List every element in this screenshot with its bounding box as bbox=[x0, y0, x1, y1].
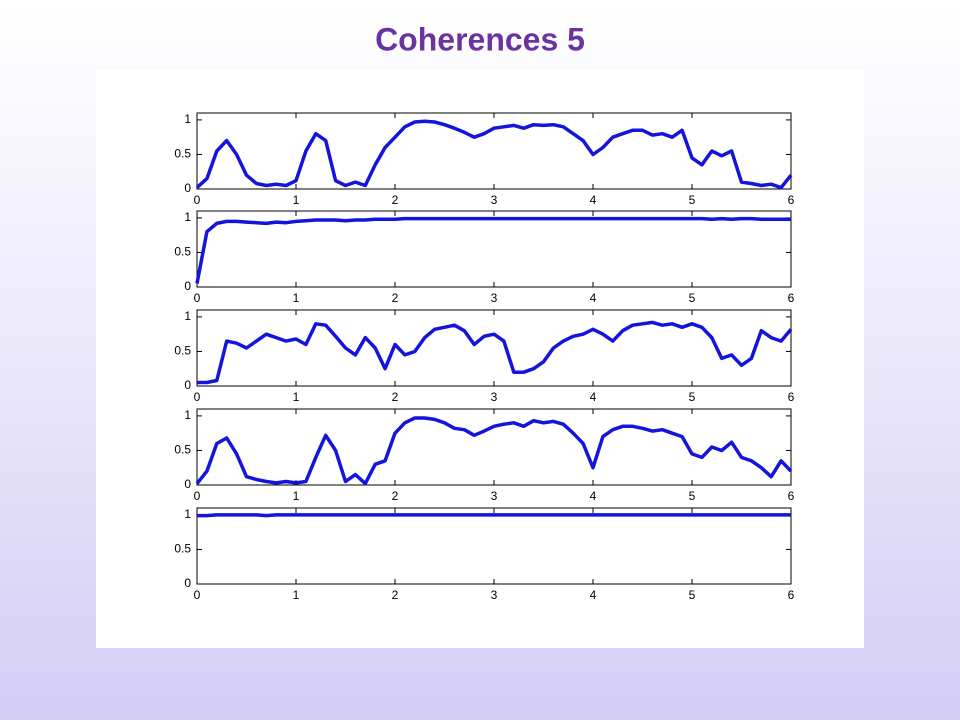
data-line bbox=[197, 320, 793, 385]
x-tick-label: 1 bbox=[293, 291, 300, 305]
y-tick-label: 0 bbox=[184, 477, 191, 491]
x-tick-label: 6 bbox=[788, 193, 795, 207]
slide-title: Coherences 5 bbox=[375, 21, 585, 57]
y-tick-label: 0.5 bbox=[174, 443, 191, 457]
x-tick-label: 1 bbox=[293, 489, 300, 503]
x-tick-label: 3 bbox=[491, 291, 498, 305]
x-tick-label: 5 bbox=[689, 193, 696, 207]
x-tick-label: 2 bbox=[392, 588, 399, 602]
data-line bbox=[195, 416, 793, 486]
y-tick-label: 0.5 bbox=[174, 245, 191, 259]
y-tick-label: 1 bbox=[184, 507, 191, 521]
x-tick-label: 3 bbox=[491, 193, 498, 207]
data-line bbox=[195, 119, 793, 190]
y-tick-label: 0.5 bbox=[174, 344, 191, 358]
y-tick-label: 1 bbox=[184, 112, 191, 126]
x-tick-label: 5 bbox=[689, 390, 696, 404]
data-line bbox=[195, 216, 791, 284]
x-tick-label: 2 bbox=[392, 291, 399, 305]
y-tick-label: 1 bbox=[184, 309, 191, 323]
x-tick-label: 2 bbox=[392, 489, 399, 503]
x-tick-label: 4 bbox=[590, 588, 597, 602]
x-tick-label: 4 bbox=[590, 390, 597, 404]
x-tick-label: 6 bbox=[788, 489, 795, 503]
x-tick-label: 6 bbox=[788, 390, 795, 404]
x-tick-label: 0 bbox=[194, 489, 201, 503]
x-tick-label: 3 bbox=[491, 588, 498, 602]
x-tick-label: 1 bbox=[293, 193, 300, 207]
x-tick-label: 0 bbox=[194, 193, 201, 207]
x-tick-label: 1 bbox=[293, 588, 300, 602]
y-tick-label: 0 bbox=[184, 279, 191, 293]
x-tick-label: 3 bbox=[491, 489, 498, 503]
y-tick-label: 0 bbox=[184, 576, 191, 590]
x-tick-label: 4 bbox=[590, 193, 597, 207]
y-tick-label: 1 bbox=[184, 210, 191, 224]
x-tick-label: 0 bbox=[194, 588, 201, 602]
x-tick-label: 2 bbox=[392, 193, 399, 207]
x-tick-label: 5 bbox=[689, 588, 696, 602]
x-tick-label: 1 bbox=[293, 390, 300, 404]
x-tick-label: 0 bbox=[194, 291, 201, 305]
x-tick-label: 5 bbox=[689, 291, 696, 305]
y-tick-label: 0.5 bbox=[174, 542, 191, 556]
y-tick-label: 0 bbox=[184, 378, 191, 392]
x-tick-label: 5 bbox=[689, 489, 696, 503]
y-tick-label: 0 bbox=[184, 181, 191, 195]
x-tick-label: 6 bbox=[788, 291, 795, 305]
x-tick-label: 2 bbox=[392, 390, 399, 404]
data-line bbox=[197, 513, 791, 518]
x-tick-label: 6 bbox=[788, 588, 795, 602]
x-tick-label: 4 bbox=[590, 489, 597, 503]
y-tick-label: 1 bbox=[184, 408, 191, 422]
x-tick-label: 3 bbox=[491, 390, 498, 404]
y-tick-label: 0.5 bbox=[174, 147, 191, 161]
x-tick-label: 4 bbox=[590, 291, 597, 305]
x-tick-label: 0 bbox=[194, 390, 201, 404]
